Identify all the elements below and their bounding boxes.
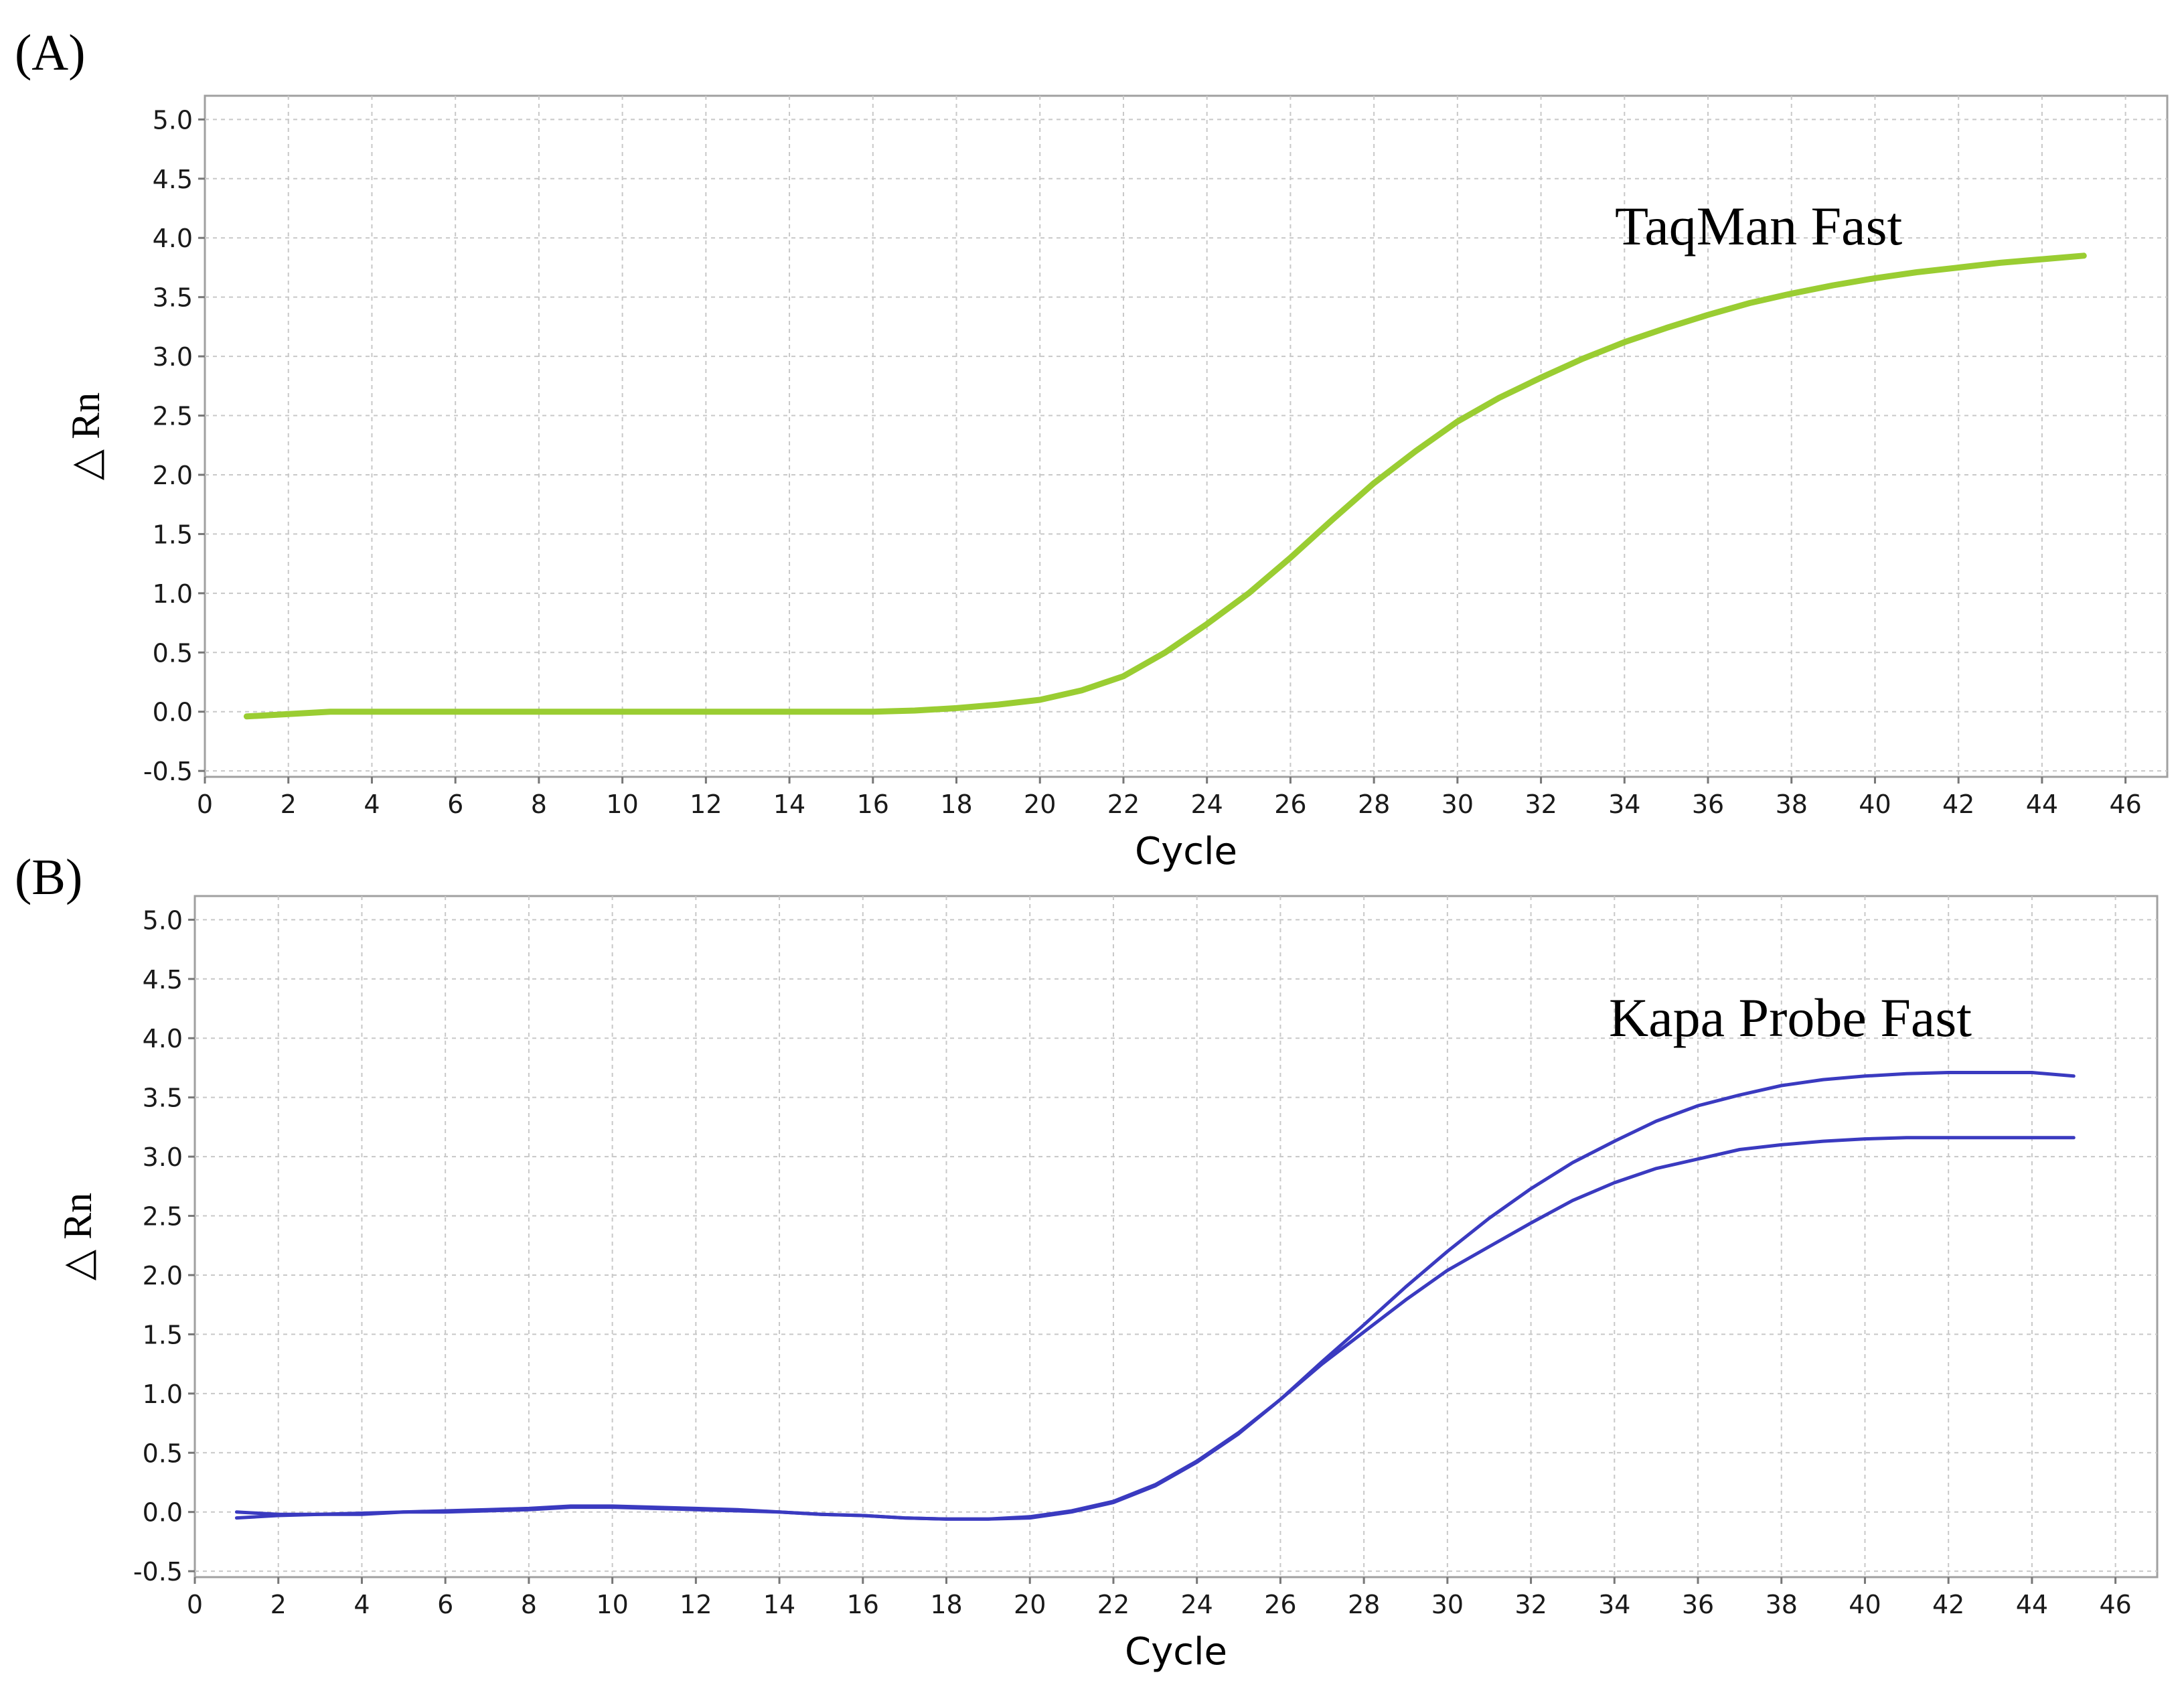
x-tick-label: 24 xyxy=(1191,790,1223,819)
series-line xyxy=(234,1136,2076,1521)
x-tick-label: 24 xyxy=(1181,1590,1213,1619)
series-annotation: TaqMan Fast xyxy=(1615,196,1902,256)
x-tick-label: 46 xyxy=(2099,1590,2131,1619)
y-tick-label: 1.0 xyxy=(153,579,193,609)
panel-label: (B) xyxy=(15,849,83,905)
x-tick-label: 6 xyxy=(447,790,463,819)
x-tick-label: 28 xyxy=(1348,1590,1380,1619)
x-tick-label: 18 xyxy=(940,790,972,819)
y-tick-label: 0.5 xyxy=(153,638,193,668)
plot-frame xyxy=(193,895,2159,1578)
y-tick-label: 3.5 xyxy=(143,1084,183,1113)
x-tick-label: 14 xyxy=(773,790,805,819)
x-tick-label: 42 xyxy=(1942,790,1974,819)
x-tick-label: 34 xyxy=(1608,790,1640,819)
x-tick-label: 40 xyxy=(1849,1590,1881,1619)
y-tick-label: 4.5 xyxy=(143,965,183,994)
x-axis-title: Cycle xyxy=(1125,1630,1227,1674)
x-tick-label: 22 xyxy=(1097,1590,1129,1619)
x-tick-label: 8 xyxy=(531,790,547,819)
panel-b: (B) 0 2 4 6 8 10 12 14 16 18 20 22 24 26 28 30 32 34 36 38 4… xyxy=(0,847,2184,1695)
x-tick-label: 16 xyxy=(857,790,889,819)
y-tick-label: 2.5 xyxy=(143,1202,183,1232)
x-tick-label: 16 xyxy=(847,1590,879,1619)
y-tick-label: 2.0 xyxy=(143,1261,183,1291)
chart-b-svg: 0 2 4 6 8 10 12 14 16 18 20 22 24 26 28 30 32 34 36 38 40 42 4… xyxy=(56,895,2159,1674)
x-tick-label: 14 xyxy=(763,1590,795,1619)
x-tick-label: 40 xyxy=(1859,790,1891,819)
x-tick-label: 4 xyxy=(354,1590,370,1619)
x-tick-label: 42 xyxy=(1932,1590,1964,1619)
y-tick-label: 5.0 xyxy=(153,105,193,135)
x-tick-label: 0 xyxy=(197,790,213,819)
x-tick-label: 30 xyxy=(1431,1590,1464,1619)
y-axis-title: △ Rn xyxy=(56,1193,100,1280)
y-tick-label: 1.5 xyxy=(153,520,193,549)
x-tick-label: 22 xyxy=(1107,790,1140,819)
y-tick-label: 3.0 xyxy=(153,342,193,372)
y-tick-label: 0.0 xyxy=(143,1498,183,1528)
series-line xyxy=(243,252,2087,720)
y-tick-label: -0.5 xyxy=(133,1557,183,1587)
x-tick-label: 18 xyxy=(930,1590,962,1619)
x-tick-label: 32 xyxy=(1514,1590,1547,1619)
x-tick-label: 10 xyxy=(606,790,638,819)
x-tick-label: 20 xyxy=(1014,1590,1046,1619)
y-tick-label: 4.0 xyxy=(153,224,193,253)
x-tick-label: 10 xyxy=(596,1590,628,1619)
y-tick-label: 1.0 xyxy=(143,1380,183,1409)
y-tick-label: 4.5 xyxy=(153,165,193,194)
y-tick-label: 2.5 xyxy=(153,402,193,431)
x-tick-label: 32 xyxy=(1525,790,1557,819)
x-tick-label: 20 xyxy=(1024,790,1056,819)
x-tick-label: 44 xyxy=(2016,1590,2048,1619)
y-tick-label: 0.5 xyxy=(143,1439,183,1468)
y-tick-label: 2.0 xyxy=(153,461,193,490)
x-tick-label: 34 xyxy=(1598,1590,1630,1619)
y-tick-label: 3.0 xyxy=(143,1143,183,1172)
panel-a: (A) 0 2 4 6 8 10 12 14 16 18 20 22 24 26 28 30 32 34 36 38 4… xyxy=(0,0,2184,873)
x-tick-label: 12 xyxy=(680,1590,712,1619)
y-tick-label: 4.0 xyxy=(143,1024,183,1053)
x-tick-label: 0 xyxy=(187,1590,203,1619)
panel-label: (A) xyxy=(15,25,86,81)
x-tick-label: 28 xyxy=(1358,790,1390,819)
y-tick-label: 0.0 xyxy=(153,698,193,727)
y-tick-label: 1.5 xyxy=(143,1320,183,1349)
x-tick-label: 26 xyxy=(1264,1590,1296,1619)
x-tick-label: 38 xyxy=(1766,1590,1798,1619)
y-tick-label: 3.5 xyxy=(153,283,193,313)
x-tick-label: 8 xyxy=(521,1590,537,1619)
y-axis-title: △ Rn xyxy=(64,392,108,480)
x-tick-label: 38 xyxy=(1776,790,1808,819)
x-tick-label: 46 xyxy=(2109,790,2141,819)
x-tick-label: 4 xyxy=(364,790,380,819)
x-axis-title: Cycle xyxy=(1135,830,1237,873)
y-tick-label: -0.5 xyxy=(143,757,193,786)
x-tick-label: 44 xyxy=(2026,790,2058,819)
chart-a-svg: 0 2 4 6 8 10 12 14 16 18 20 22 24 26 28 30 32 34 36 38 40 42 4… xyxy=(64,94,2169,873)
x-tick-label: 6 xyxy=(437,1590,453,1619)
plot-frame xyxy=(204,94,2169,778)
x-tick-label: 30 xyxy=(1441,790,1474,819)
y-tick-label: 5.0 xyxy=(143,905,183,935)
x-tick-label: 36 xyxy=(1682,1590,1714,1619)
x-tick-label: 2 xyxy=(281,790,297,819)
series-annotation: Kapa Probe Fast xyxy=(1609,987,1972,1048)
x-tick-label: 12 xyxy=(690,790,722,819)
x-tick-label: 2 xyxy=(270,1590,287,1619)
x-tick-label: 36 xyxy=(1692,790,1724,819)
x-tick-label: 26 xyxy=(1274,790,1306,819)
